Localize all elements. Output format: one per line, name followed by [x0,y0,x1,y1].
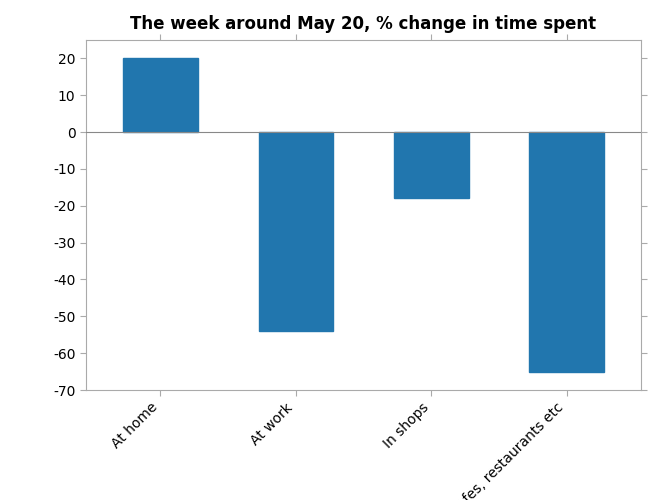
Bar [394,132,469,198]
Bar [123,58,198,132]
Title: The week around May 20, % change in time spent: The week around May 20, % change in time… [130,15,597,33]
Bar [258,132,333,331]
Bar [529,132,604,372]
